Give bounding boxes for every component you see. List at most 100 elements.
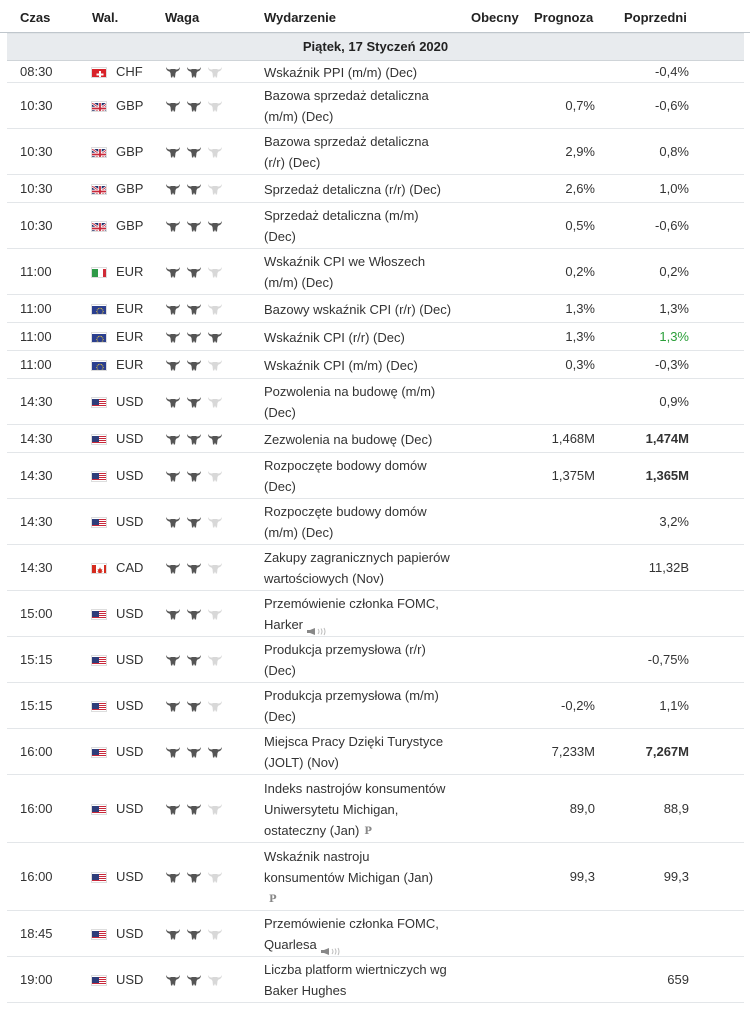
header-actual[interactable]: Obecny (471, 10, 519, 25)
table-header: Czas Wal. Waga Wydarzenie Obecny Prognoz… (0, 0, 750, 33)
event-currency: USD (116, 431, 144, 446)
event-name[interactable]: Rozpoczęte budowy domów (m/m) (Dec) (264, 501, 474, 543)
table-row[interactable]: 08:30 CHF Wskaźnik PPI (m/m) (Dec) -0,4% (7, 61, 744, 83)
importance-rating (165, 432, 227, 446)
event-name-line: Sprzedaż detaliczna (m/m) (264, 208, 419, 223)
table-row[interactable]: 11:00 EUR Wskaźnik CPI (m/m) (Dec) 0,3% -0,3… (7, 351, 744, 379)
event-name[interactable]: Wskaźnik CPI we Włoszech (m/m) (Dec) (264, 251, 474, 293)
speaker-icon (320, 941, 340, 956)
table-row[interactable]: 14:30 USD Pozwolenia na budowę (m/m) (Dec) 0… (7, 379, 744, 425)
importance-rating (165, 469, 227, 483)
table-row[interactable]: 18:45 USD Przemówienie członka FOMC, Quarle… (7, 911, 744, 957)
table-row[interactable]: 15:15 USD Produkcja przemysłowa (m/m) (Dec)… (7, 683, 744, 729)
event-time: 19:00 (20, 972, 53, 987)
event-name-line: Przemówienie członka FOMC, (264, 916, 439, 931)
event-name[interactable]: Wskaźnik nastroju konsumentów Michigan (J… (264, 846, 474, 910)
header-previous[interactable]: Poprzedni (624, 10, 687, 25)
table-row[interactable]: 10:30 GBP Bazowa sprzedaż detaliczna (m/m) … (7, 83, 744, 129)
event-name[interactable]: Wskaźnik CPI (r/r) (Dec) (264, 327, 474, 348)
importance-rating (165, 515, 227, 529)
table-row[interactable]: 15:15 USD Produkcja przemysłowa (r/r) (Dec)… (7, 637, 744, 683)
bull-icon (186, 432, 202, 446)
table-row[interactable]: 15:00 USD Przemówienie członka FOMC, Harker (7, 591, 744, 637)
event-currency: USD (116, 926, 144, 941)
forecast-value: 1,3% (565, 301, 595, 316)
event-name-line: Bazowa sprzedaż detaliczna (264, 88, 429, 103)
table-row[interactable]: 10:30 GBP Sprzedaż detaliczna (r/r) (Dec) 2… (7, 175, 744, 203)
us-flag-icon (91, 517, 107, 528)
event-name-line: wartościowych (Nov) (264, 571, 384, 586)
event-name-line: (Dec) (264, 479, 296, 494)
table-row[interactable]: 14:30 USD Rozpoczęte budowy domów (m/m) (De… (7, 499, 744, 545)
event-name-line: Baker Hughes (264, 983, 347, 998)
us-flag-icon (91, 397, 107, 408)
event-name[interactable]: Zakupy zagranicznych papierów wartościowy… (264, 547, 474, 589)
event-name-line: Przemówienie członka FOMC, (264, 596, 439, 611)
bull-icon (186, 395, 202, 409)
importance-rating (165, 607, 227, 621)
forecast-value: 99,3 (569, 869, 595, 884)
bull-icon (186, 973, 202, 987)
us-flag-icon (91, 929, 107, 940)
bull-icon (186, 330, 202, 344)
event-name[interactable]: Bazowy wskaźnik CPI (r/r) (Dec) (264, 299, 474, 320)
event-name[interactable]: Bazowa sprzedaż detaliczna (m/m) (Dec) (264, 85, 474, 127)
bull-icon (165, 358, 181, 372)
event-name[interactable]: Indeks nastrojów konsumentów Uniwersytetu… (264, 778, 474, 842)
table-row[interactable]: 11:00 EUR Bazowy wskaźnik CPI (r/r) (Dec) 1… (7, 295, 744, 323)
event-name[interactable]: Pozwolenia na budowę (m/m) (Dec) (264, 381, 474, 423)
event-name-line: (Dec) (264, 709, 296, 724)
event-name[interactable]: Rozpoczęte bodowy domów (Dec) (264, 455, 474, 497)
event-name[interactable]: Wskaźnik CPI (m/m) (Dec) (264, 355, 474, 376)
header-event[interactable]: Wydarzenie (264, 10, 337, 25)
event-time: 15:15 (20, 698, 53, 713)
header-importance[interactable]: Waga (165, 10, 200, 25)
event-time: 15:00 (20, 606, 53, 621)
event-name[interactable]: Liczba platform wiertniczych wg Baker Hug… (264, 959, 474, 1001)
event-name[interactable]: Wskaźnik PPI (m/m) (Dec) (264, 62, 474, 83)
event-name[interactable]: Sprzedaż detaliczna (m/m) (Dec) (264, 205, 474, 247)
table-row[interactable]: 16:00 USD Miejsca Pracy Dzięki Turystyce (J… (7, 729, 744, 775)
bull-icon (165, 870, 181, 884)
table-row[interactable]: 10:30 GBP Bazowa sprzedaż detaliczna (r/r) … (7, 129, 744, 175)
event-time: 14:30 (20, 560, 53, 575)
table-row[interactable]: 10:30 GBP Sprzedaż detaliczna (m/m) (Dec) 0,… (7, 203, 744, 249)
event-name[interactable]: Sprzedaż detaliczna (r/r) (Dec) (264, 179, 474, 200)
event-name[interactable]: Produkcja przemysłowa (r/r) (Dec) (264, 639, 474, 681)
previous-value: 3,2% (659, 514, 689, 529)
event-name-line: (m/m) (Dec) (264, 109, 334, 124)
importance-rating (165, 870, 227, 884)
header-time[interactable]: Czas (20, 10, 51, 25)
event-time: 14:30 (20, 514, 53, 529)
event-name[interactable]: Przemówienie członka FOMC, Harker (264, 593, 474, 636)
event-name[interactable]: Zezwolenia na budowę (Dec) (264, 429, 474, 450)
table-row[interactable]: 11:00 EUR Wskaźnik CPI (r/r) (Dec) 1,3% 1,3% (7, 323, 744, 351)
us-flag-icon (91, 804, 107, 815)
event-name[interactable]: Produkcja przemysłowa (m/m) (Dec) (264, 685, 474, 727)
importance-rating (165, 99, 227, 113)
header-forecast[interactable]: Prognoza (534, 10, 594, 25)
table-row[interactable]: 19:00 USD Liczba platform wiertniczych wg B… (7, 957, 744, 1003)
bull-icon (186, 358, 202, 372)
previous-value: 659 (667, 972, 689, 987)
event-name[interactable]: Przemówienie członka FOMC, Quarlesa (264, 913, 474, 956)
table-row[interactable]: 11:00 EUR Wskaźnik CPI we Włoszech (m/m) (D… (7, 249, 744, 295)
table-row[interactable]: 16:00 USD Wskaźnik nastroju konsumentów Mic… (7, 843, 744, 911)
table-row[interactable]: 14:30 CAD Zakupy zagranicznych papierów war… (7, 545, 744, 591)
event-name[interactable]: Miejsca Pracy Dzięki Turystyce (JOLT) (No… (264, 731, 474, 773)
table-row[interactable]: 14:30 USD Rozpoczęte bodowy domów (Dec) 1,37… (7, 453, 744, 499)
event-currency: USD (116, 468, 144, 483)
event-time: 11:00 (20, 264, 52, 279)
table-row[interactable]: 16:00 USD Indeks nastrojów konsumentów Uniw… (7, 775, 744, 843)
bull-icon (186, 182, 202, 196)
bull-icon (165, 65, 181, 79)
header-currency[interactable]: Wal. (92, 10, 119, 25)
us-flag-icon (91, 655, 107, 666)
forecast-value: 7,233M (551, 744, 595, 759)
table-row[interactable]: 14:30 USD Zezwolenia na budowę (Dec) 1,468M… (7, 425, 744, 453)
it-flag-icon (91, 267, 107, 278)
eu-flag-icon (91, 304, 107, 315)
event-name[interactable]: Bazowa sprzedaż detaliczna (r/r) (Dec) (264, 131, 474, 173)
bull-icon (186, 515, 202, 529)
importance-rating (165, 65, 227, 79)
